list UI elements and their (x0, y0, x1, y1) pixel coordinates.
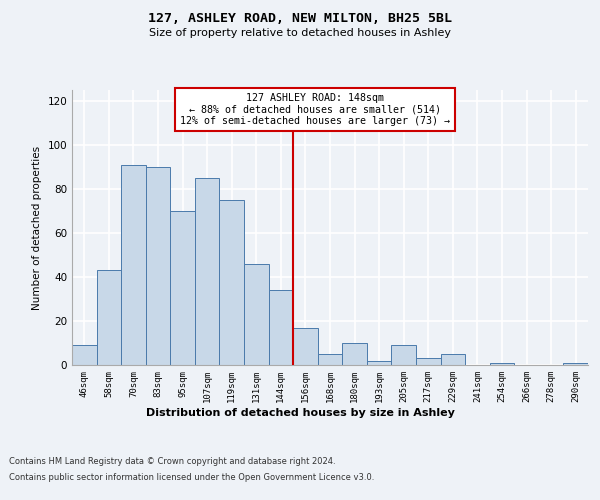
Y-axis label: Number of detached properties: Number of detached properties (32, 146, 42, 310)
Text: Size of property relative to detached houses in Ashley: Size of property relative to detached ho… (149, 28, 451, 38)
Bar (416, 358, 440, 365)
Bar (342, 343, 367, 365)
Bar (146, 167, 170, 365)
Text: Distribution of detached houses by size in Ashley: Distribution of detached houses by size … (146, 408, 454, 418)
Bar (269, 290, 293, 365)
Bar (318, 354, 342, 365)
Bar (367, 360, 391, 365)
Text: 127, ASHLEY ROAD, NEW MILTON, BH25 5BL: 127, ASHLEY ROAD, NEW MILTON, BH25 5BL (148, 12, 452, 26)
Bar (563, 363, 588, 365)
Bar (72, 345, 97, 365)
Bar (220, 200, 244, 365)
Bar (391, 345, 416, 365)
Bar (490, 363, 514, 365)
Bar (293, 328, 318, 365)
Text: Contains public sector information licensed under the Open Government Licence v3: Contains public sector information licen… (9, 472, 374, 482)
Bar (244, 264, 269, 365)
Text: Contains HM Land Registry data © Crown copyright and database right 2024.: Contains HM Land Registry data © Crown c… (9, 458, 335, 466)
Bar (97, 270, 121, 365)
Bar (440, 354, 465, 365)
Bar (121, 165, 146, 365)
Bar (195, 178, 220, 365)
Bar (170, 211, 195, 365)
Text: 127 ASHLEY ROAD: 148sqm
← 88% of detached houses are smaller (514)
12% of semi-d: 127 ASHLEY ROAD: 148sqm ← 88% of detache… (179, 92, 449, 126)
